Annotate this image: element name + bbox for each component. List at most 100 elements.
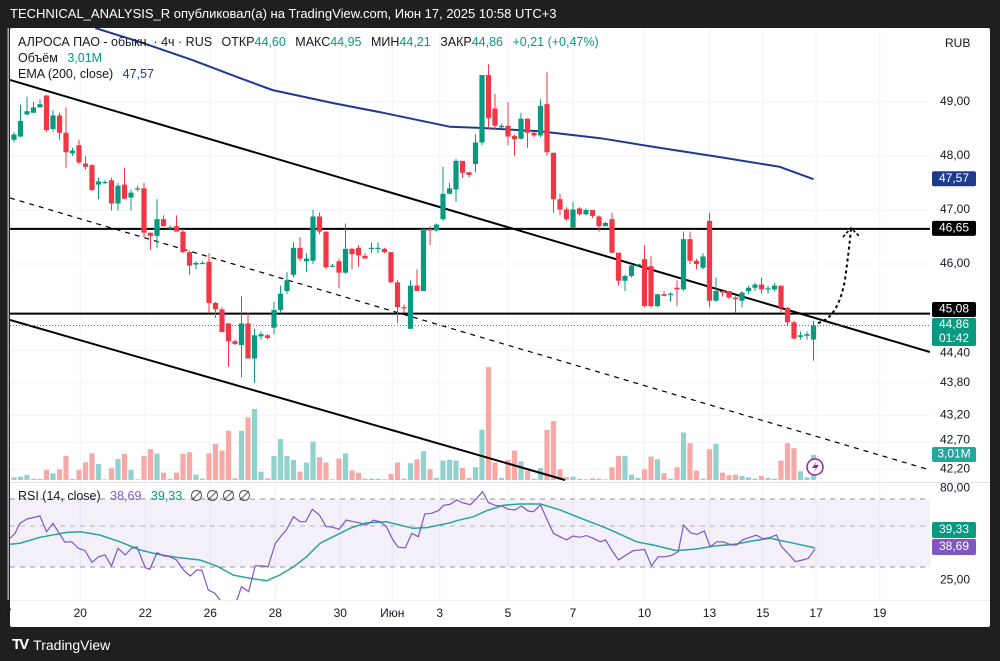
candle-up bbox=[440, 193, 446, 220]
candle-up bbox=[17, 120, 24, 137]
candle-down bbox=[524, 118, 531, 133]
volume-bar bbox=[498, 477, 505, 480]
volume-bar bbox=[745, 477, 752, 480]
volume-label: Объём bbox=[18, 51, 58, 65]
price-badge-text: 45,08 bbox=[939, 302, 969, 316]
volume-bar bbox=[193, 474, 199, 480]
price-axis-label: 42,70 bbox=[940, 432, 970, 446]
brand-name: TradingView bbox=[33, 636, 111, 653]
candle-up bbox=[713, 291, 719, 301]
volume-bar bbox=[11, 477, 17, 480]
lightning-icon[interactable] bbox=[806, 458, 824, 476]
rsi-badge bbox=[932, 539, 976, 555]
volume-bar bbox=[349, 470, 355, 480]
volume-bar bbox=[778, 460, 784, 480]
volume-bar bbox=[394, 462, 401, 480]
candle-up bbox=[518, 118, 524, 139]
ema-legend[interactable]: EMA (200, close) 47,57 bbox=[18, 67, 154, 81]
candle-up bbox=[745, 287, 752, 291]
last-price-badge-text: 44,86 bbox=[939, 317, 969, 331]
volume-bar bbox=[108, 468, 115, 480]
candle-down bbox=[784, 307, 791, 323]
volume-bar bbox=[674, 467, 680, 480]
forecast-arrow-path[interactable] bbox=[817, 228, 852, 324]
candle-down bbox=[427, 228, 433, 231]
tradingview-logo-icon: TV bbox=[12, 636, 29, 653]
volume-bar bbox=[63, 455, 69, 480]
volume-bar bbox=[154, 453, 160, 480]
candle-down bbox=[323, 231, 329, 268]
price-axis-label: 47,00 bbox=[940, 202, 970, 216]
volume-bar bbox=[43, 469, 50, 480]
volume-bar bbox=[440, 460, 446, 480]
time-axis-label: Июн bbox=[380, 606, 404, 620]
volume-bar bbox=[622, 455, 628, 480]
rsi-bands bbox=[10, 498, 930, 568]
candle-up bbox=[102, 181, 108, 184]
candle-up bbox=[498, 125, 505, 128]
candle-down bbox=[706, 220, 713, 301]
volume-bar bbox=[401, 478, 407, 480]
volume-bar bbox=[147, 449, 154, 480]
price-axis-label: 43,20 bbox=[940, 407, 970, 421]
symbol-name[interactable]: АЛРОСА ПАО - обыкн. · 4ч · RUS bbox=[18, 35, 213, 49]
currency-label[interactable]: RUB bbox=[945, 36, 971, 50]
candle-up bbox=[199, 262, 206, 265]
volume-bar bbox=[576, 478, 583, 480]
tradingview-logo[interactable]: TV TradingView bbox=[12, 636, 110, 653]
volume-bar bbox=[583, 479, 589, 480]
trendline-lower-channel[interactable] bbox=[10, 319, 566, 481]
candle-up bbox=[368, 247, 375, 249]
candle-up bbox=[680, 239, 687, 290]
close-value: 44,86 bbox=[471, 35, 503, 49]
candle-up bbox=[420, 228, 427, 291]
candle-down bbox=[466, 172, 472, 175]
volume-bar bbox=[121, 453, 128, 480]
volume-legend[interactable]: Объём 3,01M bbox=[18, 51, 102, 65]
volume-bar bbox=[459, 467, 466, 480]
time-axis-label: 7 bbox=[5, 606, 12, 620]
volume-bar bbox=[791, 448, 797, 480]
volume-bar bbox=[570, 476, 576, 480]
trendline-upper-channel[interactable] bbox=[10, 79, 930, 353]
volume-bar bbox=[518, 461, 524, 480]
volume-bar bbox=[323, 462, 329, 480]
price-axis[interactable]: 49,00 48,00 47,00 46,00 44,40 43,80 43,20 42,70… bbox=[932, 94, 976, 586]
candle-up bbox=[407, 285, 414, 329]
candle-up bbox=[115, 185, 121, 204]
volume-bar bbox=[765, 477, 771, 480]
candle-down bbox=[732, 297, 739, 300]
candle-up bbox=[700, 256, 706, 268]
time-axis[interactable]: 7 20 22 26 28 30 Июн 3 5 7 10 13 15 17 19 bbox=[5, 606, 887, 620]
volume-bar bbox=[485, 367, 492, 480]
candle-up bbox=[258, 334, 264, 337]
volume-bar bbox=[17, 476, 24, 480]
candle-down bbox=[232, 341, 238, 344]
time-axis-label: 28 bbox=[269, 606, 283, 620]
volume-bar bbox=[784, 443, 791, 480]
volume-bar bbox=[37, 478, 43, 480]
volume-bar bbox=[251, 409, 258, 480]
rsi-legend[interactable]: RSI (14, close) 38,69 39,33 bbox=[18, 489, 250, 503]
candle-down bbox=[219, 309, 225, 333]
candle-down bbox=[186, 252, 193, 266]
candle-up bbox=[635, 264, 641, 266]
volume-bar bbox=[206, 453, 212, 480]
volume-bar bbox=[713, 443, 719, 480]
drawings[interactable] bbox=[10, 79, 930, 481]
candle-up bbox=[134, 188, 141, 190]
candle-up bbox=[310, 216, 316, 261]
low-value: 44,21 bbox=[399, 35, 431, 49]
volume-bar bbox=[700, 478, 706, 480]
volume-bar bbox=[732, 474, 739, 480]
candle-up bbox=[804, 334, 810, 336]
candle-up bbox=[251, 335, 258, 359]
horizontal-levels[interactable] bbox=[10, 227, 930, 315]
candle-down bbox=[245, 323, 251, 359]
volume-bar bbox=[303, 462, 310, 480]
symbol-legend[interactable]: АЛРОСА ПАО - обыкн. · 4ч · RUS ОТКР44,60… bbox=[18, 35, 599, 49]
candle-up bbox=[24, 111, 30, 115]
ema-label: EMA (200, close) bbox=[18, 67, 114, 81]
time-axis-label: 5 bbox=[505, 606, 512, 620]
